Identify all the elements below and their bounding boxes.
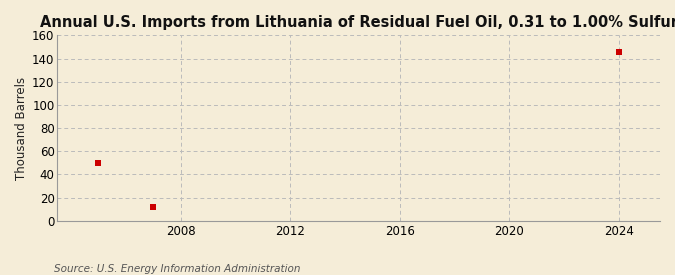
- Point: [93, 161, 104, 165]
- Point: [148, 205, 159, 209]
- Text: Source: U.S. Energy Information Administration: Source: U.S. Energy Information Administ…: [54, 264, 300, 274]
- Y-axis label: Thousand Barrels: Thousand Barrels: [15, 76, 28, 180]
- Point: [614, 50, 624, 54]
- Title: Annual U.S. Imports from Lithuania of Residual Fuel Oil, 0.31 to 1.00% Sulfur: Annual U.S. Imports from Lithuania of Re…: [40, 15, 675, 30]
